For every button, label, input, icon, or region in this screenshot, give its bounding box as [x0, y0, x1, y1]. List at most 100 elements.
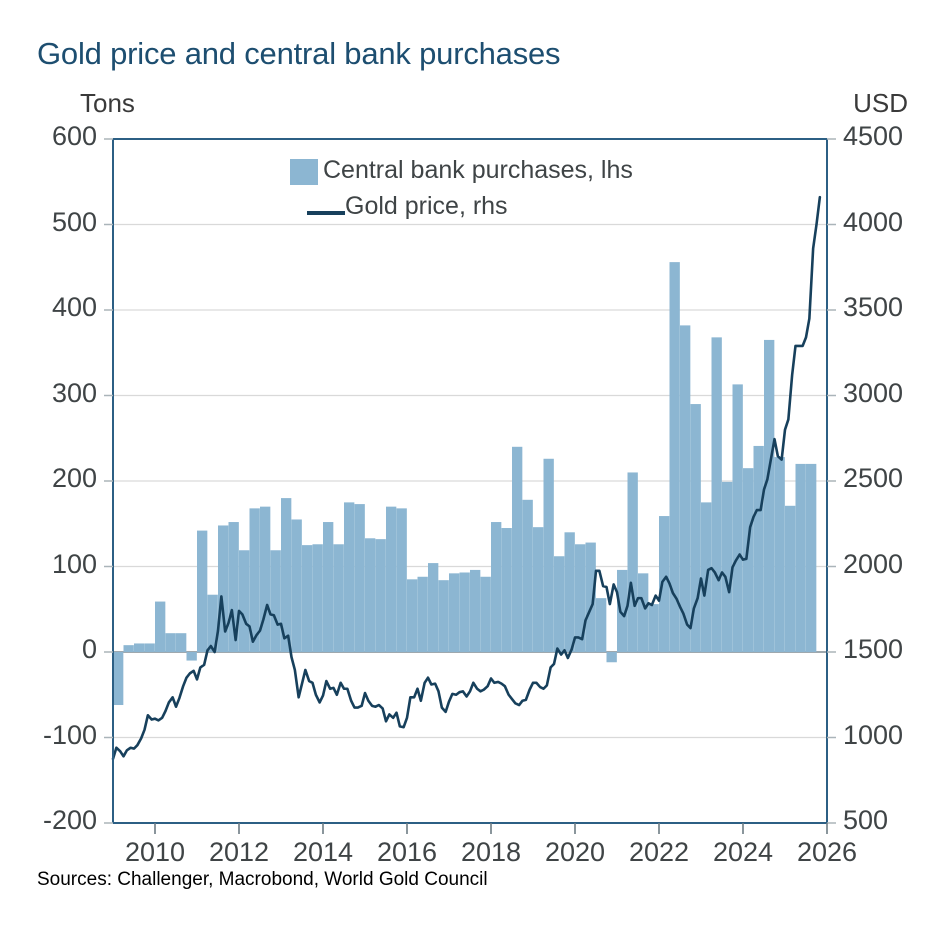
legend-bar-label: Central bank purchases, lhs [323, 156, 633, 184]
right-tick-label: 3500 [843, 292, 904, 322]
bar [690, 404, 701, 652]
bar [270, 550, 281, 652]
legend-line-label: Gold price, rhs [345, 192, 508, 220]
bar [165, 633, 176, 652]
bar [312, 544, 323, 652]
bar [764, 339, 775, 652]
x-tick-label: 2024 [712, 837, 774, 867]
bar [743, 468, 754, 652]
bar [627, 472, 638, 652]
right-tick-label: 4500 [843, 121, 904, 151]
bar [123, 645, 134, 652]
bar [407, 579, 418, 652]
x-tick-label: 2018 [460, 837, 522, 867]
right-tick-label: 4000 [843, 206, 904, 237]
bar [354, 504, 365, 652]
bar [638, 573, 649, 652]
bar [617, 569, 628, 652]
bar [585, 542, 596, 652]
bar [281, 498, 292, 652]
bar [554, 556, 565, 652]
bar [806, 463, 817, 652]
bar [491, 522, 502, 652]
bar [134, 643, 145, 652]
left-tick-label: -100 [42, 719, 97, 750]
bar [396, 508, 407, 652]
bar [522, 499, 533, 652]
bar [218, 525, 229, 652]
right-tick-label: 500 [843, 805, 889, 835]
bar [291, 519, 302, 652]
source-note: Sources: Challenger, Macrobond, World Go… [37, 869, 488, 890]
bar [680, 325, 691, 652]
bar [186, 652, 197, 661]
x-tick-label: 2012 [208, 837, 270, 867]
bar [795, 463, 806, 652]
x-tick-label: 2022 [628, 837, 690, 867]
x-tick-label: 2020 [544, 837, 606, 867]
right-tick-label: 3000 [843, 377, 904, 408]
line-series [111, 195, 822, 761]
left-tick-label: 0 [81, 634, 97, 664]
bar [785, 505, 796, 652]
bar [533, 527, 544, 652]
bar [323, 522, 334, 652]
bar [480, 576, 491, 652]
left-tick-label: 200 [51, 463, 97, 493]
bar [417, 576, 428, 652]
bar [732, 384, 743, 652]
right-tick-label: 1000 [843, 719, 904, 750]
bar [596, 598, 607, 652]
right-tick-label: 2500 [843, 463, 904, 493]
bar [197, 530, 208, 652]
left-tick-label: 500 [51, 206, 97, 237]
bar [113, 652, 124, 706]
legend-line-swatch [307, 211, 345, 215]
bar [512, 446, 523, 652]
left-tick-label: 400 [51, 292, 97, 322]
bar [459, 572, 470, 652]
bar [774, 457, 785, 652]
bar [207, 594, 218, 652]
left-tick-label: 300 [51, 377, 97, 408]
bar [543, 458, 554, 652]
bar [606, 652, 617, 663]
right-tick-label: 1500 [843, 634, 904, 664]
bar [365, 538, 376, 652]
bar [375, 539, 386, 652]
bar [260, 506, 271, 652]
right-axis-unit-label: USD [853, 88, 908, 118]
left-tick-label: 600 [51, 121, 97, 151]
x-tick-label: 2014 [292, 837, 354, 867]
bar [302, 545, 313, 652]
chart-title: Gold price and central bank purchases [37, 36, 561, 71]
bar [575, 544, 586, 652]
bar [564, 532, 575, 652]
bar [648, 604, 659, 652]
bar [669, 262, 680, 652]
bar [438, 580, 449, 652]
bar [155, 601, 166, 652]
x-tick-label: 2026 [796, 837, 858, 867]
bar [333, 544, 344, 652]
right-tick-label: 2000 [843, 548, 904, 579]
left-tick-label: -200 [42, 805, 97, 835]
bar [501, 528, 512, 652]
bar [386, 506, 397, 652]
bar [344, 502, 355, 652]
left-tick-label: 100 [51, 548, 97, 579]
bar [753, 445, 764, 652]
x-tick-label: 2016 [376, 837, 438, 867]
bar [228, 522, 239, 652]
bar [722, 481, 733, 652]
bar [711, 337, 722, 652]
bar [470, 569, 481, 652]
legend-bar-swatch [290, 159, 318, 185]
bar [239, 550, 250, 652]
bar [176, 633, 187, 652]
bar [144, 643, 155, 652]
bar [428, 563, 439, 652]
left-axis-unit-label: Tons [80, 88, 135, 118]
